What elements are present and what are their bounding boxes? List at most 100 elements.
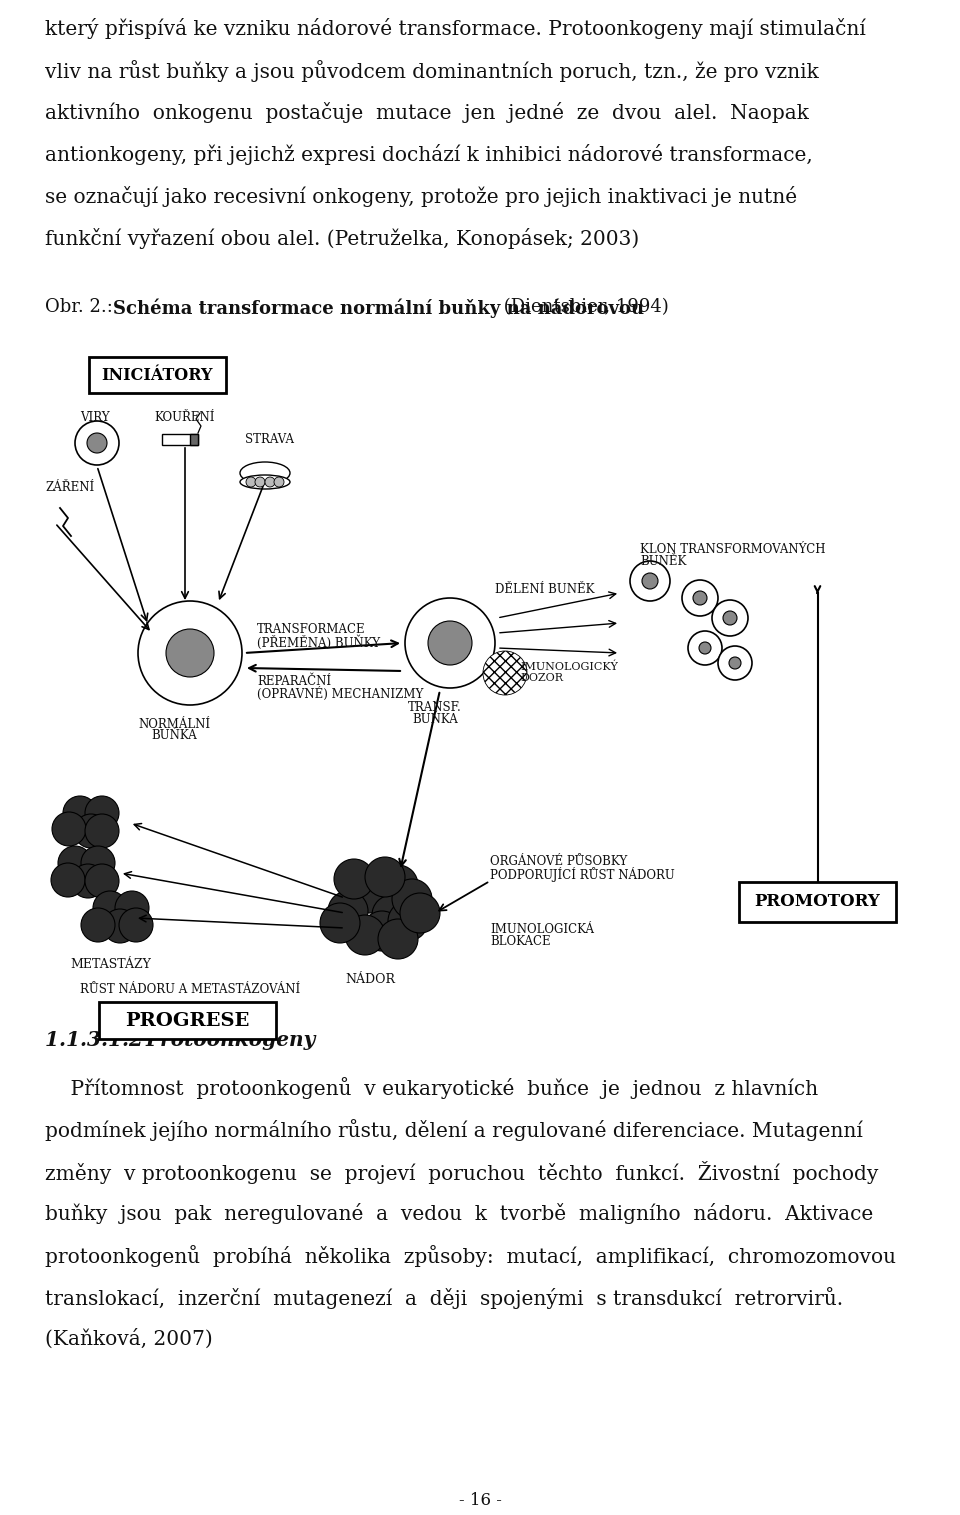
Text: BLOKACE: BLOKACE (490, 935, 551, 948)
Circle shape (388, 901, 428, 941)
Circle shape (400, 892, 440, 933)
Text: TRANSFORMACE: TRANSFORMACE (257, 623, 366, 636)
Ellipse shape (240, 462, 290, 483)
Circle shape (85, 864, 119, 898)
Circle shape (350, 873, 390, 914)
Circle shape (81, 845, 115, 880)
Circle shape (115, 891, 149, 926)
Text: 1.1.3.1.2: 1.1.3.1.2 (45, 1030, 171, 1050)
Circle shape (345, 915, 385, 954)
Circle shape (246, 477, 256, 486)
Text: KOUŘENÍ: KOUŘENÍ (155, 411, 215, 424)
Circle shape (699, 642, 711, 654)
Circle shape (712, 600, 748, 636)
Circle shape (138, 601, 242, 704)
Circle shape (58, 845, 92, 880)
Text: - 16 -: - 16 - (459, 1492, 501, 1509)
Circle shape (729, 658, 741, 670)
Text: TRANSF.: TRANSF. (408, 701, 462, 714)
Circle shape (328, 891, 368, 932)
Text: změny  v protoonkogenu  se  projeví  poruchou  těchto  funkcí.  Živostní  pochod: změny v protoonkogenu se projeví porucho… (45, 1160, 878, 1185)
Text: Schéma transformace normální buňky na nádorovou: Schéma transformace normální buňky na ná… (113, 298, 644, 318)
Circle shape (688, 632, 722, 665)
Ellipse shape (240, 476, 290, 489)
Text: protoonkogenů  probíhá  několika  způsoby:  mutací,  amplifikací,  chromozomovou: protoonkogenů probíhá několika způsoby: … (45, 1245, 896, 1267)
Text: BUNĚK: BUNĚK (640, 554, 686, 568)
Circle shape (74, 814, 108, 848)
Circle shape (85, 814, 119, 848)
Text: IMUNOLOGICKÝ: IMUNOLOGICKÝ (520, 661, 618, 671)
Circle shape (372, 895, 412, 935)
Circle shape (718, 645, 752, 680)
Circle shape (274, 477, 284, 486)
Circle shape (103, 909, 137, 942)
Circle shape (166, 629, 214, 677)
Circle shape (365, 857, 405, 897)
Circle shape (642, 573, 658, 589)
Bar (162, 433, 198, 445)
Text: RŮST NÁDORU A METASTÁZOVÁNÍ: RŮST NÁDORU A METASTÁZOVÁNÍ (80, 983, 300, 995)
Circle shape (52, 812, 86, 845)
Circle shape (334, 859, 374, 898)
Circle shape (265, 477, 275, 486)
Text: PROMOTORY: PROMOTORY (755, 894, 880, 911)
Text: Obr. 2.:: Obr. 2.: (45, 298, 119, 317)
Bar (190, 433, 198, 445)
Text: STRAVA: STRAVA (246, 433, 295, 445)
Text: buňky  jsou  pak  neregulované  a  vedou  k  tvorbě  maligního  nádoru.  Aktivac: buňky jsou pak neregulované a vedou k tv… (45, 1203, 874, 1224)
Circle shape (392, 879, 432, 920)
Circle shape (378, 865, 418, 904)
Text: který přispívá ke vzniku nádorové transformace. Protoonkogeny mají stimulační: který přispívá ke vzniku nádorové transf… (45, 18, 866, 39)
Text: (PŘEMĚNA) BUŇKY: (PŘEMĚNA) BUŇKY (257, 635, 380, 650)
Text: se označují jako recesivní onkogeny, protože pro jejich inaktivaci je nutné: se označují jako recesivní onkogeny, pro… (45, 186, 797, 208)
Circle shape (428, 621, 472, 665)
Text: BUŇKA: BUŇKA (412, 714, 458, 726)
Text: NÁDOR: NÁDOR (345, 973, 395, 986)
Text: METASTÁZY: METASTÁZY (70, 957, 151, 971)
Text: PODPORUJÍCÍ RŮST NÁDORU: PODPORUJÍCÍ RŮST NÁDORU (490, 867, 675, 882)
Circle shape (85, 795, 119, 830)
Circle shape (255, 477, 265, 486)
Circle shape (63, 795, 97, 830)
FancyBboxPatch shape (99, 1001, 276, 1039)
Circle shape (693, 591, 707, 604)
Circle shape (362, 911, 402, 951)
Text: vliv na růst buňky a jsou původcem dominantních poruch, tzn., že pro vznik: vliv na růst buňky a jsou původcem domin… (45, 61, 819, 82)
Text: ORGÁNOVÉ PŮSOBKY: ORGÁNOVÉ PŮSOBKY (490, 854, 627, 868)
FancyBboxPatch shape (739, 882, 896, 923)
Text: NORMÁLNÍ: NORMÁLNÍ (138, 718, 210, 732)
Circle shape (723, 611, 737, 626)
Text: (Kaňková, 2007): (Kaňková, 2007) (45, 1329, 213, 1350)
Text: (OPRAVNÉ) MECHANIZMY: (OPRAVNÉ) MECHANIZMY (257, 686, 423, 701)
Text: KLON TRANSFORMOVANÝCH: KLON TRANSFORMOVANÝCH (640, 542, 826, 556)
Circle shape (320, 903, 360, 942)
Text: IMUNOLOGICKÁ: IMUNOLOGICKÁ (490, 923, 594, 936)
Circle shape (93, 891, 127, 926)
Circle shape (378, 920, 418, 959)
Text: Protoonkogeny: Protoonkogeny (145, 1030, 316, 1050)
Text: (Dientsbier, 1994): (Dientsbier, 1994) (498, 298, 669, 317)
Text: antionkogeny, při jejichž expresi dochází k inhibici nádorové transformace,: antionkogeny, při jejichž expresi docház… (45, 144, 813, 165)
Text: translokací,  inzerční  mutagenezí  a  ději  spojenými  s transdukcí  retrorvirů: translokací, inzerční mutagenezí a ději … (45, 1288, 843, 1309)
Circle shape (405, 598, 495, 688)
Circle shape (51, 864, 85, 897)
Circle shape (483, 651, 527, 695)
Text: PROGRESE: PROGRESE (126, 1012, 250, 1030)
Text: REPARAČNÍ: REPARAČNÍ (257, 676, 331, 688)
Circle shape (75, 421, 119, 465)
FancyBboxPatch shape (89, 358, 226, 392)
Circle shape (682, 580, 718, 617)
Circle shape (119, 907, 153, 942)
Text: podmínek jejího normálního růstu, dělení a regulované diferenciace. Mutagenní: podmínek jejího normálního růstu, dělení… (45, 1120, 863, 1141)
Text: aktivního  onkogenu  postačuje  mutace  jen  jedné  ze  dvou  alel.  Naopak: aktivního onkogenu postačuje mutace jen … (45, 102, 809, 123)
Circle shape (81, 907, 115, 942)
Circle shape (630, 561, 670, 601)
Text: INICIÁTORY: INICIÁTORY (102, 367, 213, 383)
Circle shape (87, 433, 107, 453)
Text: BUŇKA: BUŇKA (151, 729, 197, 742)
Text: VIRY: VIRY (81, 411, 109, 424)
Text: ZÁŘENÍ: ZÁŘENÍ (45, 480, 94, 494)
Text: Přítomnost  protoonkogenů  v eukaryotické  buňce  je  jednou  z hlavních: Přítomnost protoonkogenů v eukaryotické … (45, 1077, 818, 1098)
Text: DĚLENÍ BUNĚK: DĚLENÍ BUNĚK (495, 583, 594, 595)
Text: funkční vyřazení obou alel. (Petruželka, Konopásek; 2003): funkční vyřazení obou alel. (Petruželka,… (45, 227, 639, 248)
